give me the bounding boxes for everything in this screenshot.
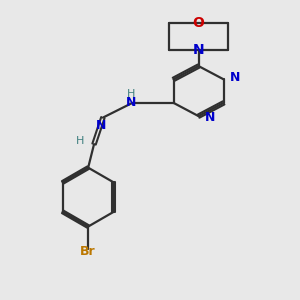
Text: N: N: [126, 96, 136, 110]
Text: N: N: [205, 111, 215, 124]
Text: O: O: [193, 16, 205, 30]
Text: N: N: [96, 119, 106, 132]
Text: N: N: [230, 71, 241, 84]
Text: H: H: [76, 136, 84, 146]
Text: N: N: [193, 43, 204, 57]
Text: Br: Br: [80, 245, 96, 258]
Text: H: H: [127, 89, 135, 99]
